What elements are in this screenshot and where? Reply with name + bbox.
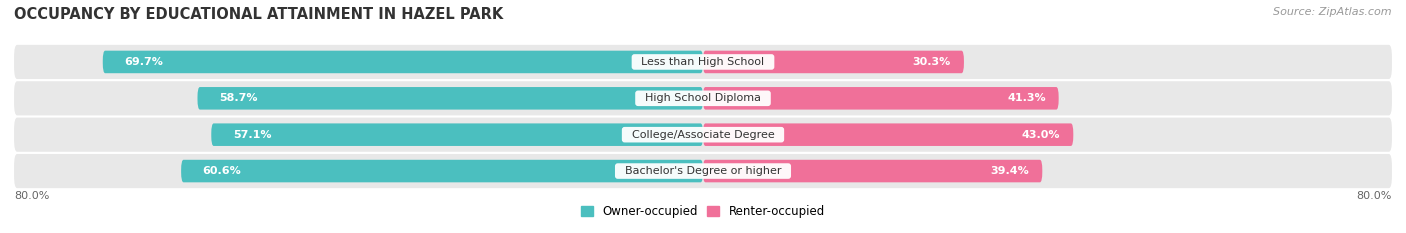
Text: 43.0%: 43.0% <box>1022 130 1060 140</box>
Text: 58.7%: 58.7% <box>219 93 257 103</box>
FancyBboxPatch shape <box>14 154 1392 188</box>
Legend: Owner-occupied, Renter-occupied: Owner-occupied, Renter-occupied <box>581 205 825 218</box>
Text: 39.4%: 39.4% <box>991 166 1029 176</box>
Text: 41.3%: 41.3% <box>1007 93 1046 103</box>
Text: 57.1%: 57.1% <box>233 130 271 140</box>
Text: Source: ZipAtlas.com: Source: ZipAtlas.com <box>1274 7 1392 17</box>
FancyBboxPatch shape <box>703 123 1073 146</box>
FancyBboxPatch shape <box>14 81 1392 115</box>
FancyBboxPatch shape <box>703 87 1059 110</box>
FancyBboxPatch shape <box>197 87 703 110</box>
FancyBboxPatch shape <box>703 160 1042 182</box>
Text: 80.0%: 80.0% <box>1357 191 1392 201</box>
Text: 69.7%: 69.7% <box>124 57 163 67</box>
FancyBboxPatch shape <box>703 51 965 73</box>
FancyBboxPatch shape <box>211 123 703 146</box>
Text: College/Associate Degree: College/Associate Degree <box>624 130 782 140</box>
Text: 60.6%: 60.6% <box>202 166 242 176</box>
Text: OCCUPANCY BY EDUCATIONAL ATTAINMENT IN HAZEL PARK: OCCUPANCY BY EDUCATIONAL ATTAINMENT IN H… <box>14 7 503 22</box>
Text: 30.3%: 30.3% <box>912 57 950 67</box>
FancyBboxPatch shape <box>14 118 1392 152</box>
Text: Bachelor's Degree or higher: Bachelor's Degree or higher <box>617 166 789 176</box>
FancyBboxPatch shape <box>14 45 1392 79</box>
FancyBboxPatch shape <box>181 160 703 182</box>
Text: High School Diploma: High School Diploma <box>638 93 768 103</box>
Text: 80.0%: 80.0% <box>14 191 49 201</box>
Text: Less than High School: Less than High School <box>634 57 772 67</box>
FancyBboxPatch shape <box>103 51 703 73</box>
